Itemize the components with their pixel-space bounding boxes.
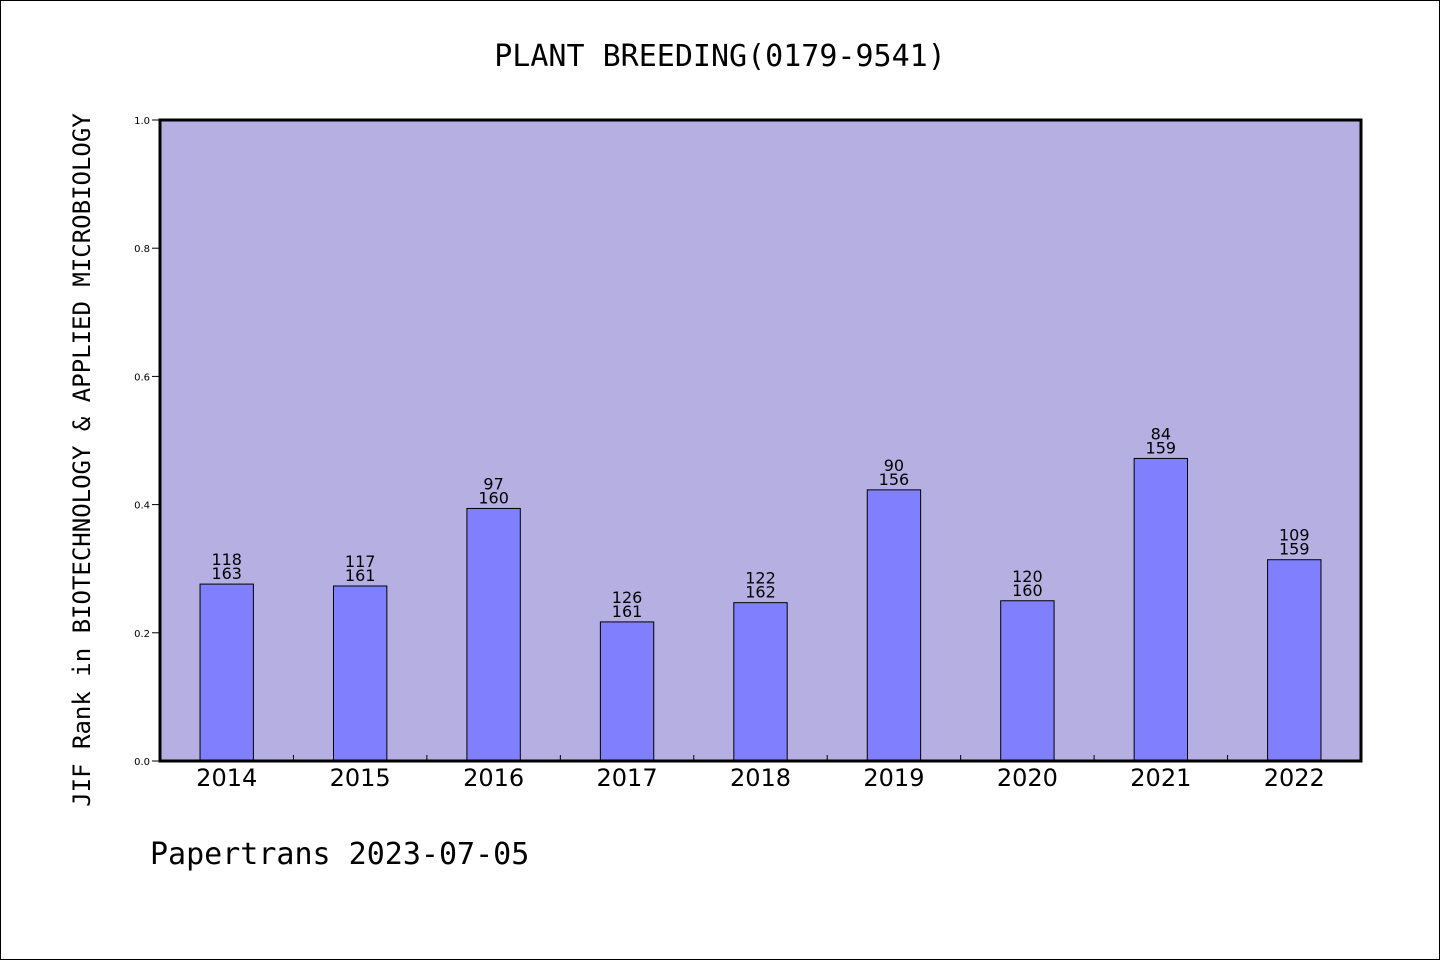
y-tick-label: 0.0 — [134, 757, 150, 768]
bar-total-label: 162 — [745, 583, 776, 602]
bar-total-label: 160 — [478, 488, 509, 507]
bar-total-label: 160 — [1012, 581, 1043, 600]
bar-rank-label: 126 — [612, 588, 643, 607]
bar-2022 — [1267, 559, 1322, 762]
footer-text: Papertrans 2023-07-05 — [150, 837, 529, 872]
bar-rank-label: 120 — [1012, 567, 1043, 586]
bar-rank-label: 90 — [884, 456, 904, 475]
x-tick-label: 2022 — [1264, 764, 1325, 792]
plot-border — [158, 118, 1363, 763]
y-tick-label: 0.2 — [134, 629, 150, 640]
bar-2019 — [866, 489, 922, 762]
bar-rank-label: 122 — [745, 569, 776, 588]
bar-total-label: 159 — [1279, 540, 1310, 559]
y-tick-label: 0.8 — [134, 244, 150, 255]
bar-2021 — [1133, 457, 1189, 762]
bar-rank-label: 117 — [345, 552, 376, 571]
x-tick-label: 2014 — [196, 764, 257, 792]
x-tick-label: 2015 — [330, 764, 391, 792]
bar-rank-label: 118 — [211, 550, 242, 569]
bar-2017 — [599, 621, 655, 762]
bar-rank-label: 84 — [1151, 424, 1171, 443]
bar-total-label: 156 — [879, 470, 910, 489]
bar-total-label: 163 — [211, 564, 242, 583]
bar-rank-label: 109 — [1279, 526, 1310, 545]
bar-total-label: 159 — [1146, 438, 1177, 457]
bar-2020 — [1000, 600, 1055, 762]
y-tick-label: 0.6 — [134, 372, 150, 383]
bar-rank-label: 97 — [483, 474, 503, 493]
y-tick-label: 0.4 — [134, 501, 150, 512]
x-tick-label: 2021 — [1130, 764, 1191, 792]
x-tick-label: 2017 — [597, 764, 658, 792]
x-tick-label: 2018 — [730, 764, 791, 792]
x-tick-label: 2019 — [863, 764, 924, 792]
bar-2014 — [199, 583, 254, 762]
x-axis: 2014 2015 2016 2017 2018 2019 2020 2021 2022 — [196, 755, 1325, 792]
y-axis-label: JIF Rank in BIOTECHNOLOGY & APPLIED MICR… — [68, 113, 96, 807]
x-tick-label: 2016 — [463, 764, 524, 792]
bar-2016 — [466, 507, 521, 762]
bar-total-label: 161 — [612, 602, 643, 621]
chart-title: PLANT BREEDING(0179-9541) — [494, 39, 946, 74]
bar-2015 — [332, 585, 388, 762]
bar-total-label: 161 — [345, 566, 376, 585]
bar-2018 — [733, 602, 788, 762]
y-tick-label: 1.0 — [134, 116, 150, 127]
data-labels: 1181631171619716012616112216290156120160… — [211, 424, 1309, 620]
y-axis: 0.0 0.2 0.4 0.6 0.8 1.0 — [134, 116, 160, 768]
x-tick-label: 2020 — [997, 764, 1058, 792]
bar-series — [199, 457, 1322, 762]
